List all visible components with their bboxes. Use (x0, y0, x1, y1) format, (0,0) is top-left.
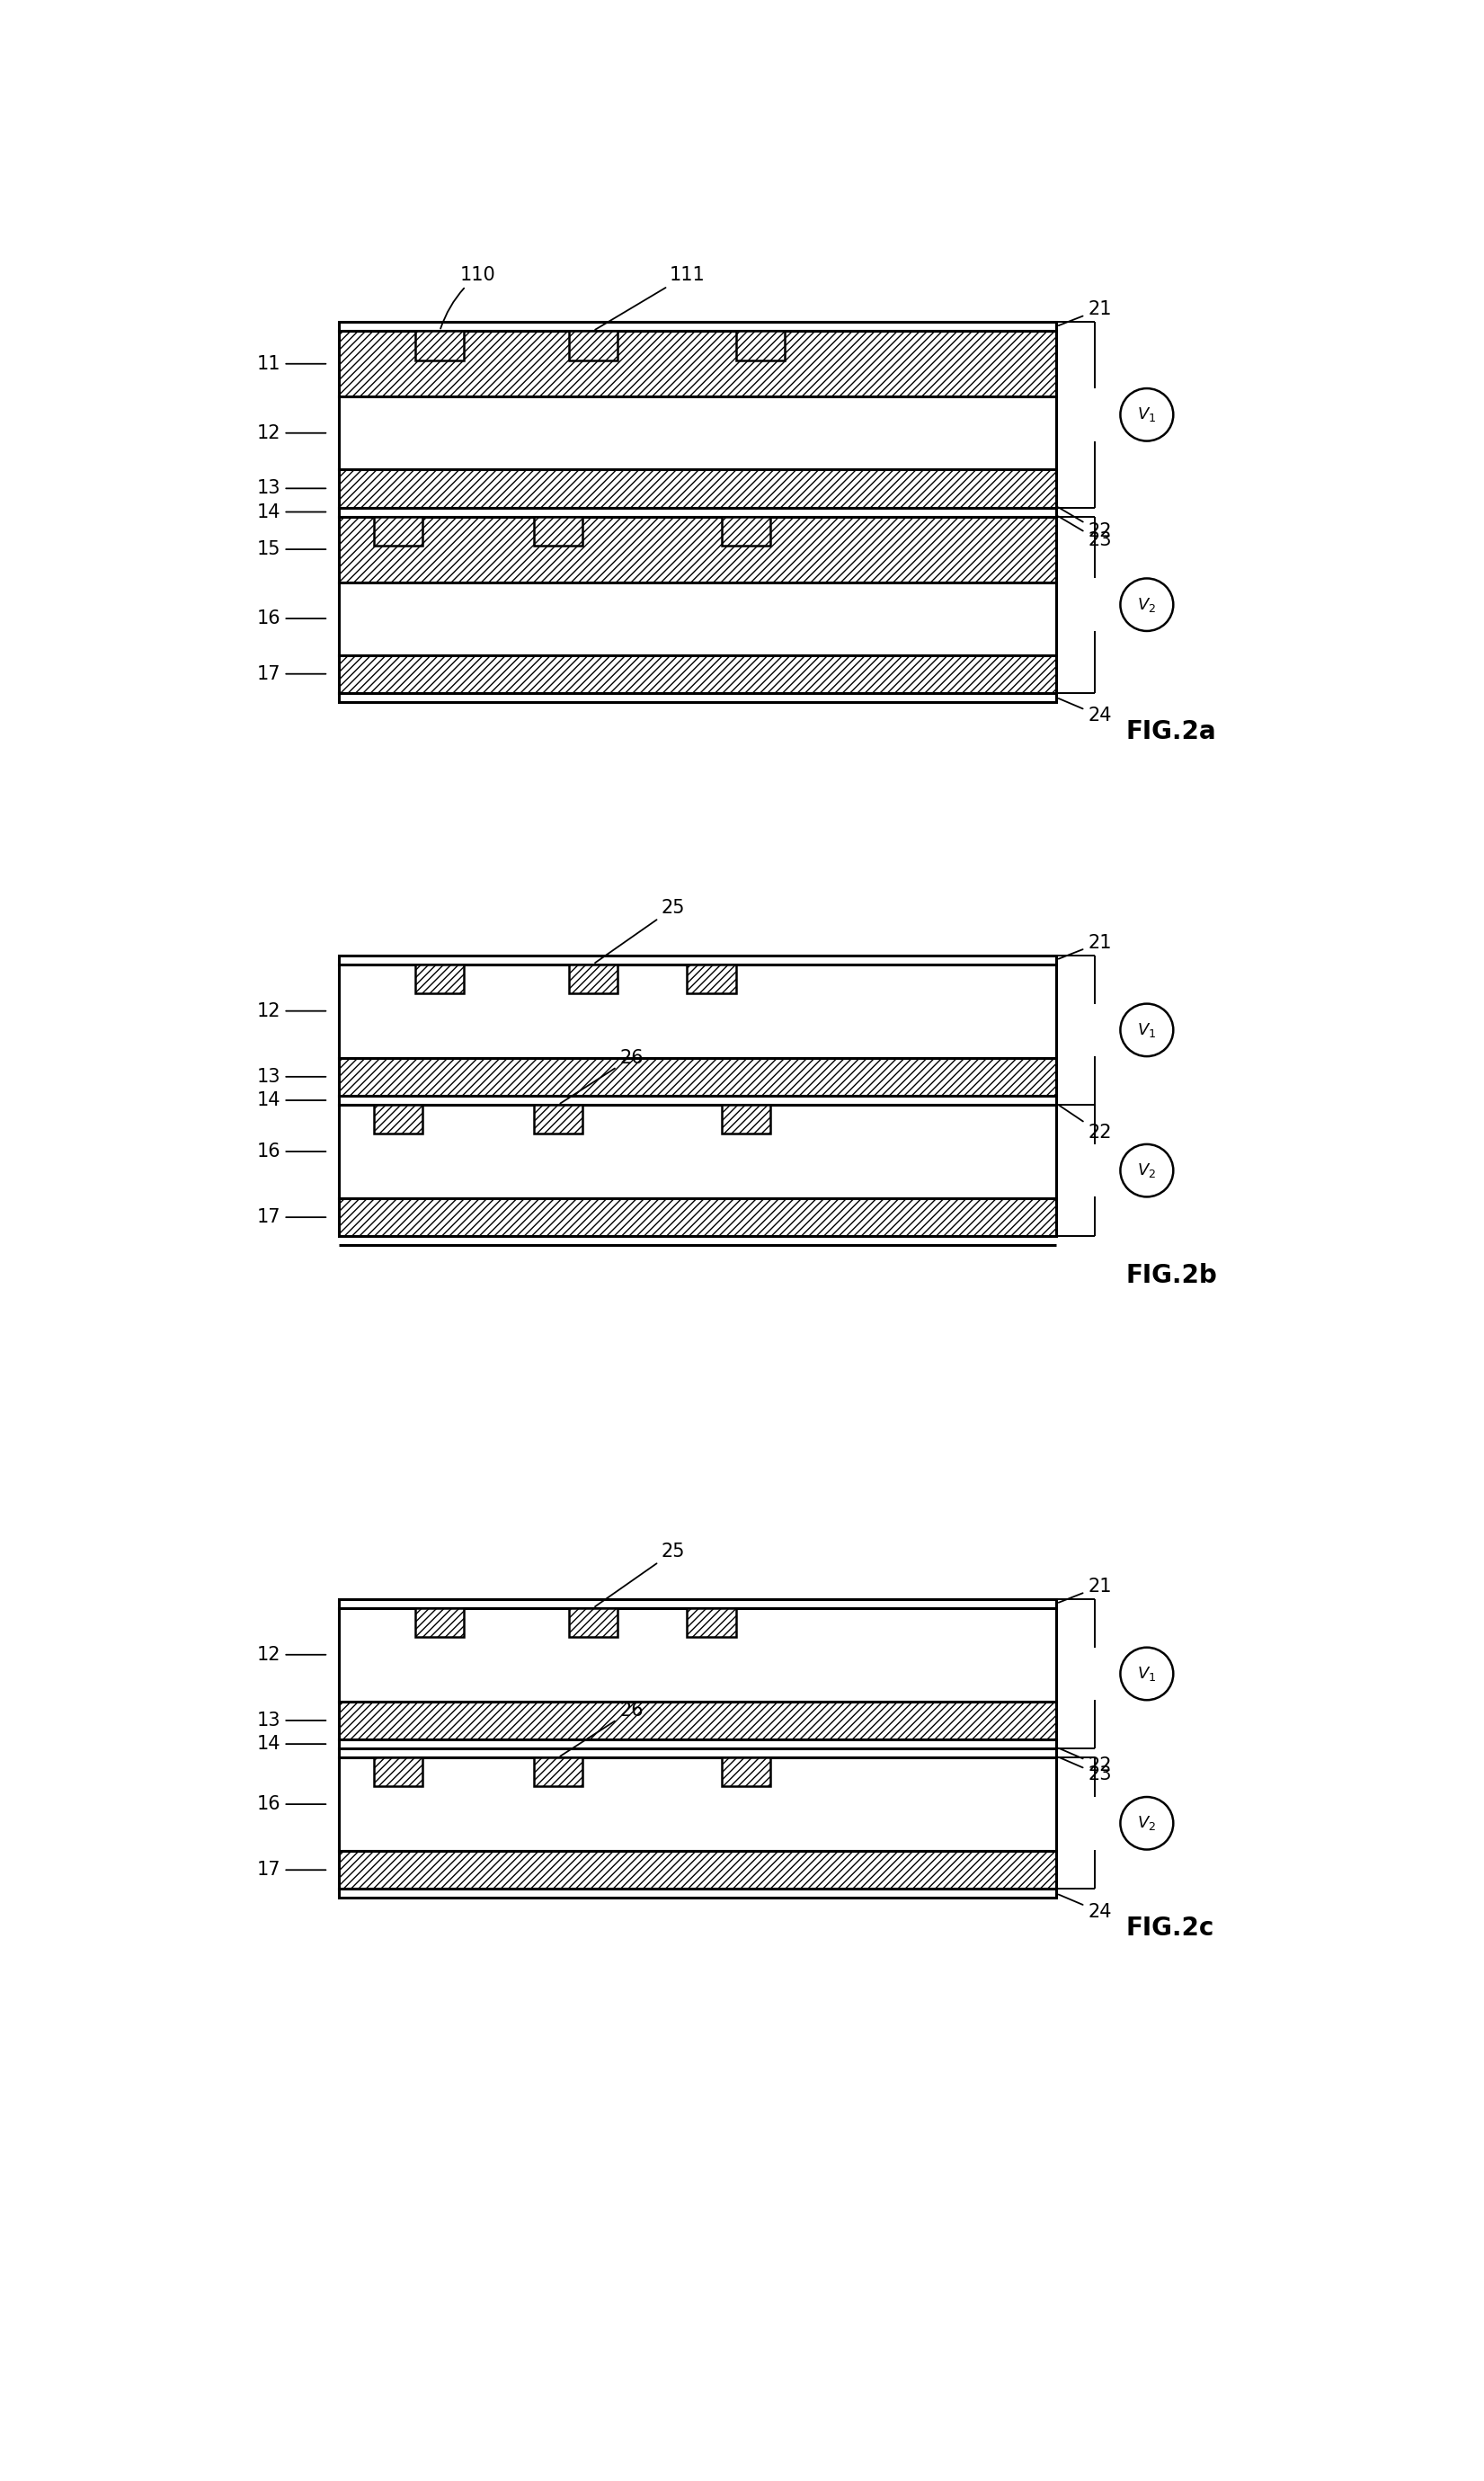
Text: 13: 13 (257, 479, 326, 496)
Text: 11: 11 (257, 355, 326, 372)
Text: 22: 22 (1058, 1104, 1112, 1141)
Text: 24: 24 (1058, 700, 1112, 724)
Bar (338, 1608, 1057, 1702)
Text: FIG.2a: FIG.2a (1126, 719, 1217, 744)
Bar (534, 1757, 583, 1786)
Circle shape (1120, 1144, 1174, 1196)
Text: 16: 16 (257, 1796, 326, 1814)
Bar (374, 1757, 423, 1786)
Text: 14: 14 (257, 1734, 326, 1754)
Bar (338, 583, 1057, 655)
Bar (721, 516, 770, 546)
Bar (338, 330, 1057, 397)
Text: 15: 15 (257, 541, 326, 558)
Bar (338, 1057, 1057, 1097)
Text: 111: 111 (595, 265, 705, 330)
Bar (568, 965, 617, 992)
Bar (416, 330, 464, 360)
Text: 26: 26 (561, 1049, 643, 1104)
Text: 21: 21 (1058, 1578, 1112, 1603)
Text: 12: 12 (257, 1645, 326, 1665)
Text: 13: 13 (257, 1712, 326, 1729)
Text: 14: 14 (257, 1092, 326, 1109)
Text: 23: 23 (1058, 516, 1112, 551)
Text: 24: 24 (1058, 1895, 1112, 1920)
Bar (338, 1198, 1057, 1236)
Bar (338, 1749, 1057, 1757)
Text: 13: 13 (257, 1067, 326, 1087)
Text: 110: 110 (441, 265, 496, 327)
Bar (338, 516, 1057, 583)
Bar (687, 1608, 736, 1637)
Bar (338, 1888, 1057, 1898)
Bar (338, 1104, 1057, 1198)
Text: 12: 12 (257, 1002, 326, 1020)
Circle shape (1120, 1796, 1174, 1848)
Text: 25: 25 (595, 1543, 686, 1608)
Bar (338, 509, 1057, 516)
Text: 16: 16 (257, 1144, 326, 1161)
Bar (534, 1104, 583, 1134)
Circle shape (1120, 1005, 1174, 1057)
Bar (338, 655, 1057, 692)
Text: 21: 21 (1058, 300, 1112, 325)
Bar (534, 516, 583, 546)
Bar (721, 1104, 770, 1134)
Circle shape (1120, 578, 1174, 630)
Text: $V_2$: $V_2$ (1137, 595, 1156, 613)
Bar (338, 469, 1057, 509)
Text: FIG.2b: FIG.2b (1126, 1263, 1217, 1288)
Text: $V_1$: $V_1$ (1137, 407, 1156, 424)
Text: 14: 14 (257, 504, 326, 521)
Bar (338, 1739, 1057, 1749)
Text: 17: 17 (257, 665, 326, 682)
Text: 12: 12 (257, 424, 326, 442)
Text: $V_1$: $V_1$ (1137, 1665, 1156, 1682)
Circle shape (1120, 390, 1174, 442)
Text: $V_1$: $V_1$ (1137, 1022, 1156, 1040)
Text: 22: 22 (1058, 1749, 1112, 1774)
Text: 25: 25 (595, 898, 686, 963)
Bar (736, 330, 785, 360)
Bar (687, 965, 736, 992)
Text: FIG.2c: FIG.2c (1126, 1915, 1214, 1940)
Bar (374, 1104, 423, 1134)
Text: $V_2$: $V_2$ (1137, 1814, 1156, 1833)
Text: 17: 17 (257, 1208, 326, 1226)
Bar (338, 397, 1057, 469)
Bar (338, 965, 1057, 1057)
Bar (338, 692, 1057, 702)
Bar (568, 1608, 617, 1637)
Bar (338, 1097, 1057, 1104)
Circle shape (1120, 1647, 1174, 1699)
Bar (416, 965, 464, 992)
Bar (338, 1757, 1057, 1851)
Bar (338, 323, 1057, 330)
Text: 17: 17 (257, 1861, 326, 1878)
Bar (338, 955, 1057, 965)
Bar (374, 516, 423, 546)
Text: 22: 22 (1058, 506, 1112, 541)
Bar (338, 1702, 1057, 1739)
Text: 23: 23 (1058, 1757, 1112, 1784)
Text: 26: 26 (561, 1702, 643, 1757)
Text: 16: 16 (257, 610, 326, 628)
Text: $V_2$: $V_2$ (1137, 1161, 1156, 1178)
Text: 21: 21 (1058, 933, 1112, 958)
Bar (338, 1598, 1057, 1608)
Bar (568, 330, 617, 360)
Bar (721, 1757, 770, 1786)
Bar (338, 1851, 1057, 1888)
Bar (416, 1608, 464, 1637)
